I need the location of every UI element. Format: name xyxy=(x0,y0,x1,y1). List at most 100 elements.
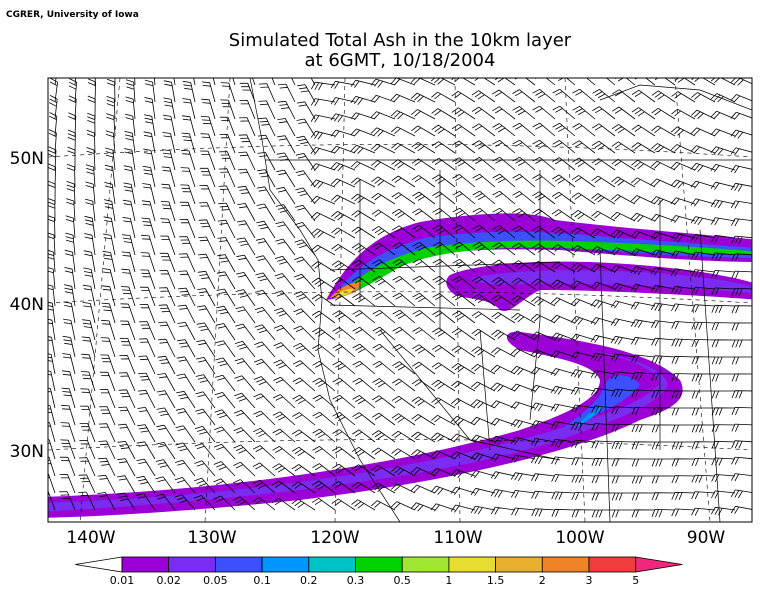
wind-barb xyxy=(80,388,96,409)
wind-barb xyxy=(144,79,156,103)
wind-barb xyxy=(175,425,196,443)
wind-barb xyxy=(232,496,256,511)
wind-barb xyxy=(85,164,96,188)
colorbar-label: 0.3 xyxy=(347,574,365,587)
wind-barb xyxy=(711,252,736,261)
wind-barb xyxy=(194,443,216,460)
wind-barb xyxy=(370,143,396,154)
wind-barb xyxy=(710,181,736,190)
wind-barb xyxy=(470,381,496,392)
wind-barb xyxy=(392,242,416,256)
wind-barb xyxy=(350,112,376,121)
wind-barb xyxy=(311,480,336,494)
wind-barb xyxy=(102,250,116,273)
wind-barb xyxy=(124,113,136,137)
wind-barb xyxy=(352,276,376,290)
wind-barb xyxy=(196,322,216,341)
wind-barb xyxy=(711,440,736,449)
wind-barb xyxy=(412,275,436,290)
wind-barb xyxy=(691,390,715,399)
wind-barb xyxy=(239,117,256,137)
wind-barb xyxy=(512,173,536,188)
latitude-label: 50N xyxy=(10,149,44,169)
wind-barb xyxy=(570,404,596,413)
wind-barb xyxy=(84,215,96,239)
wind-barb xyxy=(236,254,256,273)
wind-barb xyxy=(196,339,216,358)
wind-barb xyxy=(124,148,136,171)
wind-barb xyxy=(591,140,616,154)
wind-barb xyxy=(670,250,696,259)
wind-barb xyxy=(181,132,196,154)
wind-barb xyxy=(512,89,536,103)
wind-barb xyxy=(156,407,176,426)
colorbar-segment xyxy=(588,556,637,573)
wind-barb xyxy=(123,182,136,205)
wind-barb xyxy=(372,360,396,375)
wind-barb xyxy=(277,135,296,154)
wind-barb xyxy=(311,244,336,256)
wind-barb xyxy=(631,492,656,501)
wind-barb xyxy=(450,504,476,513)
wind-barb xyxy=(472,242,496,256)
wind-barb xyxy=(159,270,176,290)
wind-barb xyxy=(312,377,336,392)
wind-barb xyxy=(117,423,136,443)
wind-barb xyxy=(99,371,116,392)
wind-barb xyxy=(591,457,616,467)
wind-barb xyxy=(200,150,216,171)
wind-barb xyxy=(82,284,96,307)
wind-barb xyxy=(731,339,752,348)
wind-barb xyxy=(311,261,336,273)
wind-barb xyxy=(60,439,76,460)
wind-barb xyxy=(552,88,576,103)
wind-barb xyxy=(651,90,676,103)
wind-barb xyxy=(631,124,656,137)
wind-barb xyxy=(330,113,356,123)
wind-barb xyxy=(650,178,676,188)
wind-barb xyxy=(591,193,616,205)
wind-barb xyxy=(177,339,196,358)
wind-barb xyxy=(235,323,256,341)
wind-barb xyxy=(591,509,615,518)
wind-barb xyxy=(651,458,675,467)
longitude-label: 140W xyxy=(66,528,115,548)
wind-barb xyxy=(332,377,356,392)
wind-barb xyxy=(179,236,196,256)
wind-barb xyxy=(570,280,596,290)
wind-barb xyxy=(730,78,752,86)
wind-barb xyxy=(237,168,256,188)
wind-barb xyxy=(711,373,735,382)
wind-barb xyxy=(651,337,676,346)
wind-barb xyxy=(48,249,56,273)
wind-barb xyxy=(410,502,436,512)
wind-barb xyxy=(412,309,436,324)
wind-barb xyxy=(511,260,536,273)
latitude-label: 30N xyxy=(10,442,44,462)
wind-barb xyxy=(392,275,416,290)
wind-barb xyxy=(431,362,456,375)
wind-barb xyxy=(350,96,376,106)
wind-barb xyxy=(62,353,76,375)
wind-barb xyxy=(650,302,676,312)
wind-barb xyxy=(570,316,596,326)
wind-barb xyxy=(195,374,216,392)
wind-barb xyxy=(532,122,556,137)
wind-barb xyxy=(254,307,276,324)
wind-barb xyxy=(530,313,556,324)
wind-barb xyxy=(119,337,136,358)
wind-barb xyxy=(256,220,276,239)
wind-barb xyxy=(176,390,196,409)
wind-barb xyxy=(432,241,456,256)
wind-barb xyxy=(392,309,416,324)
wind-barb xyxy=(591,440,616,449)
wind-barb xyxy=(237,203,256,222)
wind-barb xyxy=(214,392,236,409)
lake-shore xyxy=(599,84,752,111)
wind-barb xyxy=(490,418,516,426)
wind-barb xyxy=(158,304,176,324)
wind-barb xyxy=(61,387,76,409)
wind-barb xyxy=(611,371,636,380)
wind-barb xyxy=(531,490,556,499)
